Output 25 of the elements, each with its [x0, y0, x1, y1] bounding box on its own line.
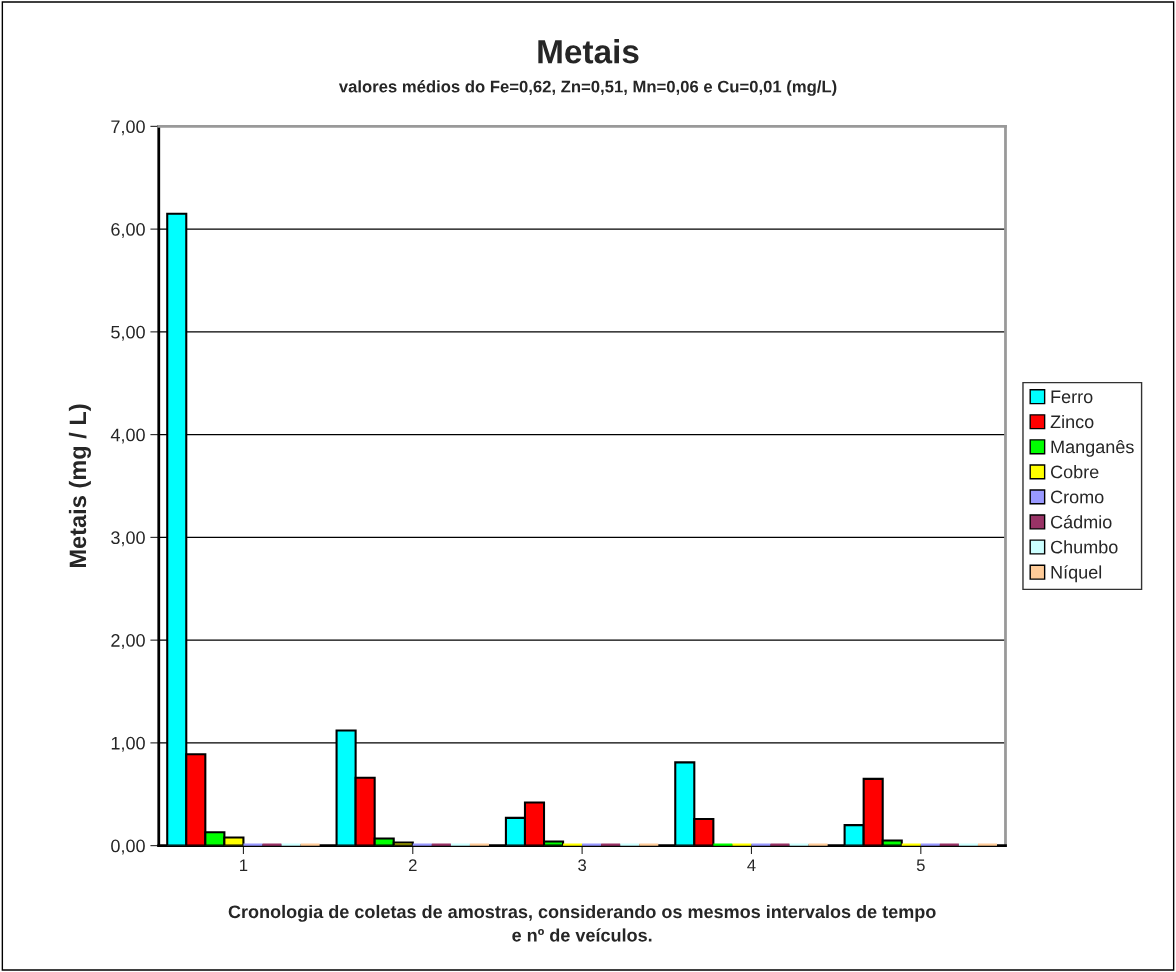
y-tick-label: 6,00	[111, 223, 145, 238]
y-tick-label: 7,00	[111, 120, 145, 136]
legend-label: Manganês	[1051, 439, 1134, 457]
x-tick-label: 3	[578, 859, 587, 872]
legend-label: Ferro	[1051, 390, 1093, 404]
y-tick-label: 3,00	[111, 531, 145, 547]
y-tick-label: 2,00	[111, 634, 145, 649]
y-tick-label: 0,00	[111, 839, 145, 855]
legend-label: Níquel	[1051, 565, 1102, 583]
x-tick-label: 1	[240, 859, 248, 871]
legend-label: Cádmio	[1050, 514, 1112, 529]
chart-subtitle: valores médios do Fe=0,62, Zn=0,51, Mn=0,06 e Cu=0,01 (mg/L)	[338, 80, 837, 96]
legend-label: Chumbo	[1050, 540, 1118, 554]
legend-label: Cobre	[1050, 465, 1099, 479]
x-axis-title: Cronologia de coletas de amostras, considerando os mesmos intervalos de tempo e nº de veículos.	[228, 904, 936, 942]
y-tick-label: 1,00	[111, 736, 145, 752]
x-tick-label: 2	[408, 859, 417, 871]
y-axis-title: Metais (mg / L)	[68, 404, 91, 568]
legend-label: Zinco	[1050, 414, 1094, 429]
y-tick-label: 4,00	[110, 428, 145, 444]
x-tick-label: 4	[747, 859, 756, 871]
y-tick-label: 5,00	[111, 325, 145, 341]
legend-label: Cromo	[1050, 490, 1104, 504]
x-tick-label: 5	[916, 859, 925, 872]
chart-title: Metais	[538, 39, 639, 64]
